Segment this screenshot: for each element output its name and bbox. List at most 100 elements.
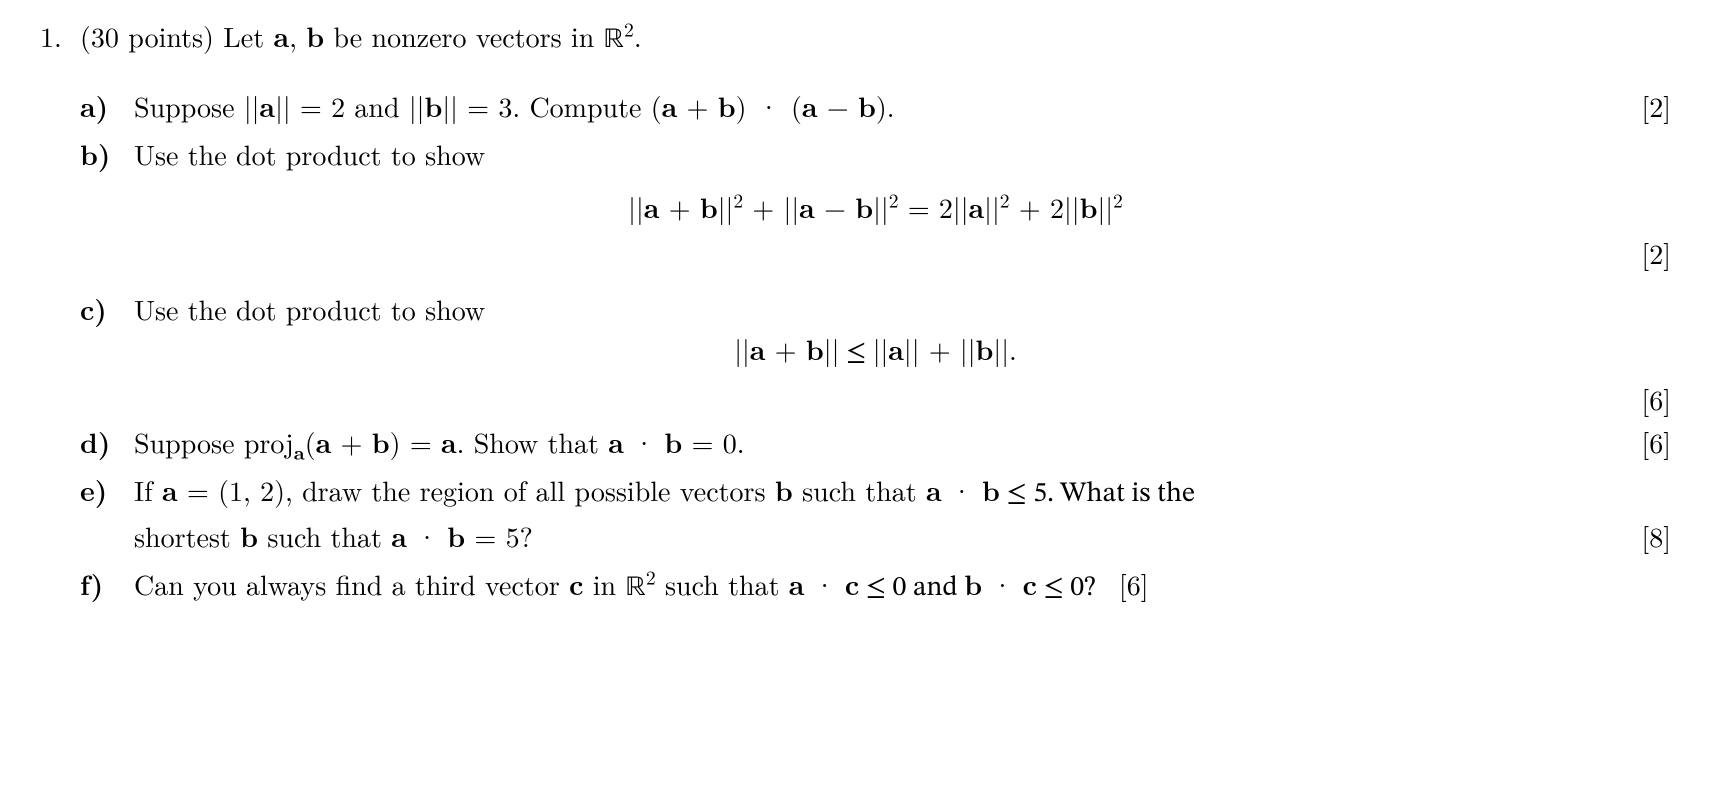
b-eq-p1: + — [659, 187, 699, 227]
a-vec-b2: b — [718, 86, 736, 126]
c-text: Use the dot product to show — [134, 289, 485, 329]
part-d-content: Suppose proja(a + b) = a. Show that a · … — [134, 424, 1611, 462]
d-sub: a — [294, 438, 305, 466]
c-end: ||. — [993, 329, 1016, 369]
intro-mid: be nonzero vectors in — [324, 16, 604, 56]
b-eq-c2: || — [873, 187, 889, 227]
part-a-label: a) — [80, 88, 134, 126]
intro-pre: Let — [223, 16, 273, 56]
b-eq-o2: || — [784, 187, 800, 227]
c-p1: + — [765, 329, 805, 369]
f-le1: ≤ 0 and — [859, 574, 964, 602]
e2-pre: shortest — [134, 516, 240, 556]
b-text: Use the dot product to show — [134, 134, 485, 174]
subparts-container-row: a) Suppose ||a|| = 2 and ||b|| = 3. Comp… — [40, 70, 1671, 608]
c-le: ≤ — [839, 339, 872, 367]
e2-end: = 5? — [465, 516, 533, 556]
part-f-label: f) — [80, 566, 134, 604]
e-mid: such that — [793, 470, 926, 510]
b-eq-c4: || — [1097, 187, 1113, 227]
part-e-content2: shortest b such that a · b = 5? — [134, 518, 1611, 556]
points-text: (30 points) — [80, 16, 214, 56]
vec-b: b — [306, 16, 324, 56]
part-c-label: c) — [80, 291, 134, 329]
problem-intro: (30 points) Let a, b be nonzero vectors … — [80, 18, 1671, 60]
a-minus: − — [818, 86, 858, 126]
spacer — [80, 235, 1611, 273]
b-eq-eq: = 2|| — [899, 187, 969, 227]
part-f-row: f) Can you always find a third vector c … — [80, 566, 1671, 608]
d-end: = 0. — [682, 422, 744, 462]
b-eq-s1: 2 — [733, 186, 743, 214]
b-eq-b2: b — [855, 187, 873, 227]
e2-a1: a — [391, 516, 407, 556]
a-plus: + — [677, 86, 717, 126]
real-symbol: ℝ — [604, 26, 624, 54]
d-b2: b — [664, 422, 682, 462]
d-dot: · — [624, 422, 664, 462]
part-c-content: Use the dot product to show — [134, 291, 1611, 329]
part-f-content: Can you always find a third vector c in … — [134, 566, 1611, 608]
part-c-inequality: ||a + b|| ≤ ||a|| + ||b||. — [80, 331, 1671, 373]
e2-b2: b — [447, 516, 465, 556]
b-eq-a3: a — [969, 187, 985, 227]
e-a1: a — [162, 470, 178, 510]
f-c3: c — [1023, 564, 1037, 604]
part-b-points: [2] — [1611, 235, 1671, 273]
f-dot1: · — [804, 564, 844, 604]
b-eq-b3: b — [1080, 187, 1098, 227]
part-e-row: e) If a = (1, 2), draw the region of all… — [80, 472, 1671, 514]
part-b-points-row: [2] — [80, 235, 1671, 273]
b-eq-pp: + — [743, 187, 783, 227]
e-dot: · — [942, 470, 982, 510]
f-a1: a — [789, 564, 805, 604]
part-e-row2: shortest b such that a · b = 5? [8] — [80, 518, 1671, 556]
f-dot2: · — [982, 564, 1022, 604]
b-eq-c1: || — [718, 187, 734, 227]
part-b-label: b) — [80, 136, 134, 174]
b-eq-s4: 2 — [1113, 186, 1123, 214]
part-d-label: d) — [80, 424, 134, 462]
a-mid3: ) — [736, 86, 756, 126]
a-vec-b3: b — [858, 86, 876, 126]
c-p2: + || — [920, 329, 976, 369]
e2-mid: such that — [258, 516, 391, 556]
part-e-content: If a = (1, 2), draw the region of all po… — [134, 472, 1611, 514]
problem-number: 1. — [40, 18, 80, 56]
part-a-row: a) Suppose ||a|| = 2 and ||b|| = 3. Comp… — [80, 88, 1671, 126]
c-b1: b — [806, 329, 824, 369]
a-pre: Suppose || — [134, 86, 259, 126]
part-d-points: [6] — [1611, 424, 1671, 462]
e-le: ≤ 5. What is the — [1000, 480, 1195, 508]
a-mid1: || = 2 and || — [275, 86, 424, 126]
e2-b1: b — [240, 516, 258, 556]
d-pre: Suppose proj — [134, 422, 294, 462]
page: 1. (30 points) Let a, b be nonzero vecto… — [0, 0, 1711, 797]
a-vec-b1: b — [424, 86, 442, 126]
e-pre: If — [134, 470, 162, 510]
c-a1: a — [750, 329, 766, 369]
part-a-points: [2] — [1611, 88, 1671, 126]
part-f-points: [6] — [1119, 564, 1149, 604]
real-power: 2 — [624, 15, 634, 43]
part-b-content: Use the dot product to show — [134, 136, 1611, 174]
d-b1: b — [372, 422, 390, 462]
c-b2: b — [976, 329, 994, 369]
a-vec-a2: a — [662, 86, 678, 126]
f-end: ≤ 0? — [1037, 574, 1096, 602]
c-o1: || — [734, 329, 750, 369]
b-eq-c3: || — [984, 187, 1000, 227]
d-a1: a — [316, 422, 332, 462]
a-mid5: ). — [876, 86, 895, 126]
b-eq-b1: b — [700, 187, 718, 227]
f-mid2: such that — [656, 564, 789, 604]
part-b-row: b) Use the dot product to show — [80, 136, 1671, 174]
f-c1: c — [569, 564, 583, 604]
a-dot: · — [756, 86, 782, 126]
b-eq-o1: || — [628, 187, 644, 227]
e-b2: b — [982, 470, 1000, 510]
f-mid1: in — [583, 564, 625, 604]
f-c2: c — [845, 564, 859, 604]
d-plus: + — [331, 422, 371, 462]
part-a-content: Suppose ||a|| = 2 and ||b|| = 3. Compute… — [134, 88, 1611, 126]
